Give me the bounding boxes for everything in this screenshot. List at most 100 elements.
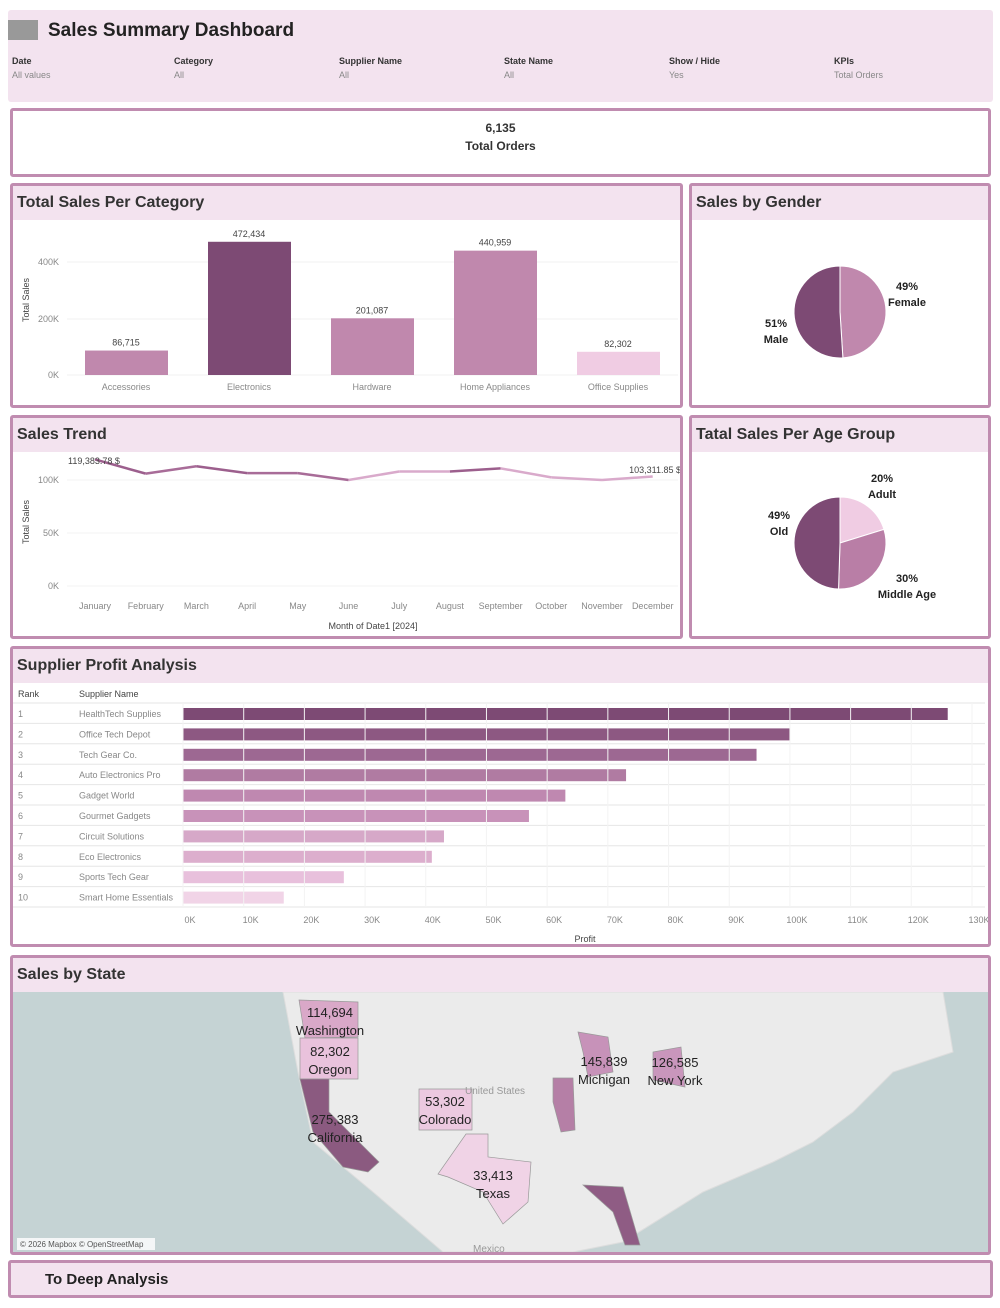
x-tick-label: 40K (425, 915, 441, 925)
supplier-name-cell: Eco Electronics (79, 852, 142, 862)
bar-accessories (85, 350, 168, 375)
x-tick-label: January (79, 601, 112, 611)
profit-bar (183, 748, 757, 761)
filter-label: State Name (504, 56, 554, 66)
last-value-annotation: 103,311.85 $ (629, 465, 680, 475)
trend-line-segment (500, 467, 552, 479)
deep-analysis-label: To Deep Analysis (45, 1271, 169, 1288)
kpi-label: Total Orders (465, 139, 536, 153)
state-name-label: Washington (296, 1023, 364, 1038)
pie-name-label: Adult (868, 489, 896, 501)
state-sales-map[interactable]: 114,694 Washington 82,302 Oregon 275,383 Cali… (13, 991, 988, 1255)
state-fl (582, 1184, 641, 1246)
x-tick-label: Accessories (102, 382, 151, 392)
x-tick-label: Hardware (352, 382, 391, 392)
bar-office-supplies (577, 351, 660, 375)
filter-show-hide[interactable]: Show / Hide Yes (669, 56, 720, 80)
bar-value-label: 82,302 (604, 339, 632, 349)
y-tick-label: 0K (48, 370, 59, 380)
state-value-label: 53,302 (425, 1094, 465, 1109)
rank-cell: 7 (18, 831, 23, 841)
x-tick-label: March (184, 601, 209, 611)
y-tick-label: 50K (43, 528, 59, 538)
x-axis-label: Month of Date1 [2024] (328, 621, 417, 631)
state-value-label: 275,383 (312, 1112, 359, 1127)
state-ny (652, 1046, 686, 1088)
page-title: Sales Summary Dashboard (48, 20, 295, 41)
bar-value-label: 472,434 (233, 229, 266, 239)
category-sales-panel: Total Sales Per Category 0K 200K 400K Total… (10, 183, 683, 408)
x-tick-label: November (581, 601, 623, 611)
filter-supplier-name[interactable]: Supplier Name All (339, 56, 402, 80)
supplier-name-cell: HealthTech Supplies (79, 709, 162, 719)
state-value-label: 114,694 (307, 1005, 353, 1020)
trend-line-segment (94, 458, 147, 475)
supplier-name-cell: Auto Electronics Pro (79, 770, 161, 780)
state-name-label: Oregon (308, 1062, 351, 1077)
filter-kpis[interactable]: KPIs Total Orders (834, 56, 883, 80)
trend-line-segment (348, 470, 400, 482)
x-tick-label: Electronics (227, 382, 272, 392)
bar-value-label: 440,959 (479, 238, 512, 248)
supplier-name-cell: Tech Gear Co. (79, 750, 137, 760)
state-name-label: Colorado (419, 1112, 472, 1127)
supplier-name-cell: Office Tech Depot (79, 729, 151, 739)
x-tick-label: 50K (485, 915, 501, 925)
supplier-profit-chart: Rank Supplier Name 1 HealthTech Supplies 2 Of… (13, 689, 990, 944)
x-tick-label: 70K (607, 915, 623, 925)
panel-title: Sales by State (13, 958, 988, 992)
map-land (282, 991, 954, 1253)
state-value-label: 126,585 (652, 1055, 699, 1070)
filter-label: Date (12, 56, 32, 66)
gender-pie-chart: 49% Female 51% Male (764, 265, 926, 359)
trend-line-segment (145, 464, 197, 475)
state-value-label: 82,302 (310, 1044, 350, 1059)
filter-category[interactable]: Category All (174, 56, 213, 80)
x-tick-label: 0K (184, 915, 195, 925)
x-tick-label: 120K (908, 915, 929, 925)
bar-electronics (208, 241, 291, 375)
rank-cell: 3 (18, 750, 23, 760)
filter-value: Yes (669, 70, 684, 80)
logo-icon (8, 20, 38, 40)
rank-cell: 6 (18, 811, 23, 821)
state-value-label: 145,839 (581, 1054, 628, 1069)
supplier-name-cell: Gourmet Gadgets (79, 811, 151, 821)
map-attribution: © 2026 Mapbox © OpenStreetMap (20, 1240, 144, 1249)
age-pie-chart: 20% Adult 30% Middle Age 49% Old (768, 473, 936, 601)
filter-state-name[interactable]: State Name All (504, 56, 553, 80)
dashboard-header: Sales Summary Dashboard Date All values Ca… (8, 10, 993, 102)
rank-cell: 9 (18, 872, 23, 882)
supplier-name-cell: Gadget World (79, 791, 134, 801)
pie-name-label: Female (888, 297, 926, 309)
pie-slice-old (793, 496, 841, 590)
pie-percent-label: 49% (896, 281, 918, 293)
rank-cell: 5 (18, 791, 23, 801)
filter-value: Total Orders (834, 70, 884, 80)
filter-value: All (174, 70, 185, 80)
state-michigan (577, 1031, 614, 1078)
kpi-value: 6,135 (485, 121, 516, 135)
deep-analysis-button[interactable]: To Deep Analysis (8, 1260, 993, 1298)
pie-name-label: Middle Age (878, 589, 936, 601)
filter-value: All (339, 70, 350, 80)
pie-name-label: Male (764, 334, 788, 346)
pie-slice-middle-age (838, 528, 887, 590)
profit-bar (183, 769, 627, 782)
filter-date[interactable]: Date All values (12, 56, 51, 80)
category-bar-chart: 0K 200K 400K Total Sales 86,715 Accessories 47… (21, 229, 678, 392)
bar-value-label: 201,087 (356, 305, 389, 315)
x-tick-label: July (391, 601, 408, 611)
y-tick-label: 100K (38, 475, 59, 485)
profit-bar (183, 789, 566, 802)
kpi-card: 6,135 Total Orders (10, 108, 991, 177)
filter-label: Category (174, 56, 214, 66)
x-tick-label: December (632, 601, 674, 611)
y-tick-label: 200K (38, 314, 59, 324)
pie-percent-label: 49% (768, 510, 790, 522)
profit-bar (183, 850, 432, 863)
state-name-label: Michigan (578, 1072, 630, 1087)
panel-title: Supplier Profit Analysis (13, 649, 988, 683)
x-tick-label: 90K (728, 915, 744, 925)
state-value-label: 33,413 (473, 1168, 513, 1183)
